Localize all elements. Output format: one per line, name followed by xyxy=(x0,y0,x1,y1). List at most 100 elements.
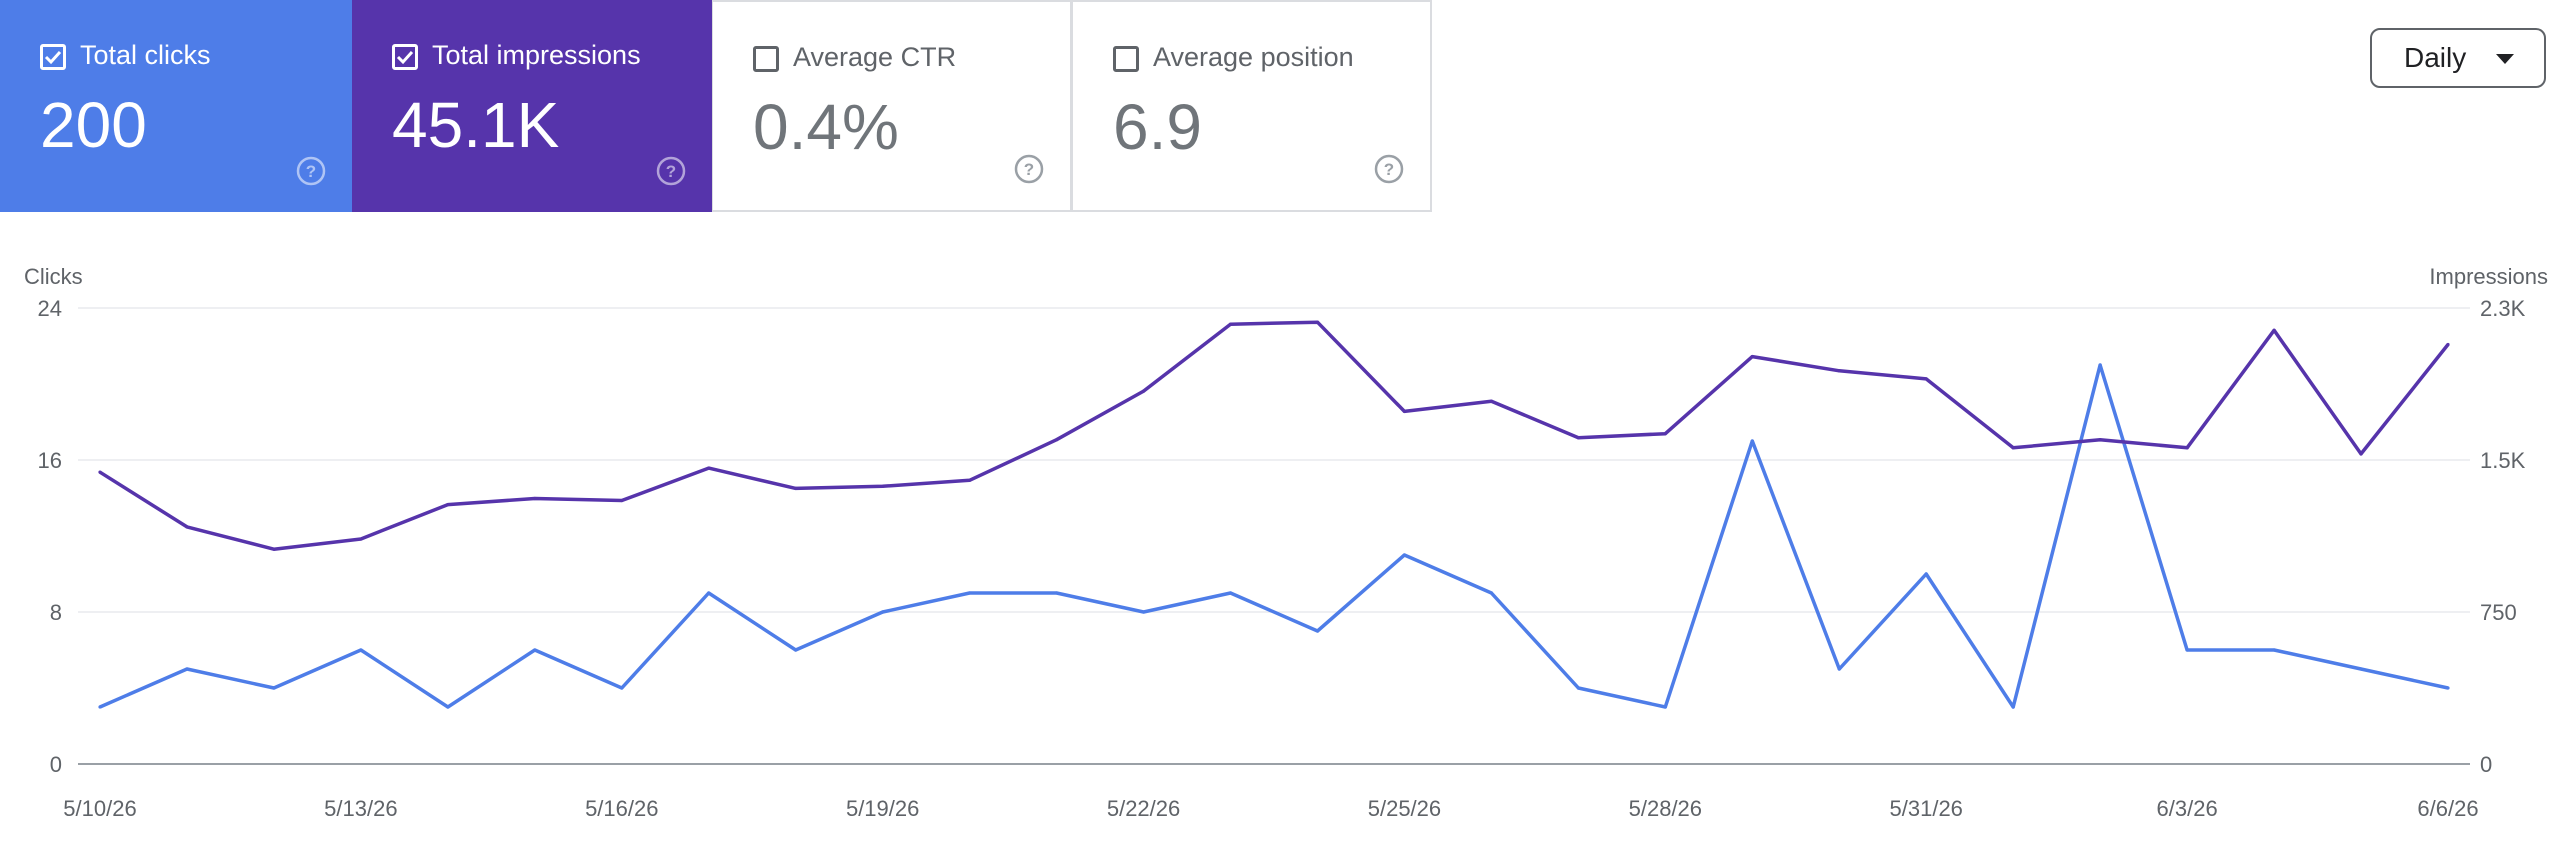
left-tick-label: 16 xyxy=(38,448,62,473)
clicks-data-point xyxy=(1054,591,1059,595)
impressions-data-point xyxy=(620,498,624,503)
clicks-data-point xyxy=(1141,610,1146,614)
clicks-data-point xyxy=(1924,572,1928,576)
x-tick-label: 6/3/26 xyxy=(2157,796,2218,821)
left-tick-label: 0 xyxy=(50,752,62,777)
svg-text:?: ? xyxy=(1384,160,1394,179)
impressions-data-point xyxy=(2272,328,2276,332)
impressions-data-point xyxy=(1924,377,1928,381)
x-tick-label: 5/31/26 xyxy=(1890,796,1963,821)
left-axis-title: Clicks xyxy=(24,264,83,289)
impressions-data-point xyxy=(1141,389,1146,393)
help-icon[interactable]: ? xyxy=(1014,154,1044,184)
svg-text:?: ? xyxy=(1024,160,1034,179)
clicks-data-point xyxy=(2359,667,2363,671)
clicks-data-point xyxy=(533,648,537,652)
clicks-data-point xyxy=(446,705,450,709)
impressions-data-point xyxy=(1576,436,1580,440)
impressions-data-point xyxy=(98,470,102,474)
clicks-data-point xyxy=(1837,667,1841,671)
clicks-data-point xyxy=(1663,705,1667,709)
clicks-data-point xyxy=(1750,439,1754,443)
impressions-series-line xyxy=(99,320,2450,551)
clicks-data-point xyxy=(2098,363,2102,367)
clicks-data-point xyxy=(1489,591,1494,595)
total-clicks-label: Total clicks xyxy=(80,40,211,70)
x-tick-label: 5/28/26 xyxy=(1629,796,1702,821)
x-tick-label: 5/16/26 xyxy=(585,796,658,821)
impressions-data-point xyxy=(2185,446,2189,450)
clicks-data-point xyxy=(620,686,624,690)
help-icon[interactable]: ? xyxy=(296,156,326,186)
impressions-data-point xyxy=(1750,355,1754,359)
impressions-data-point xyxy=(1228,322,1233,326)
clicks-data-point xyxy=(1315,629,1320,633)
left-tick-label: 8 xyxy=(50,600,62,625)
total-clicks-card[interactable]: Total clicks 200 ? xyxy=(0,0,352,212)
x-tick-label: 5/19/26 xyxy=(846,796,919,821)
average-ctr-value: 0.4% xyxy=(753,91,899,163)
impressions-data-point xyxy=(446,502,450,507)
period-dropdown[interactable]: Daily xyxy=(2370,28,2546,88)
impressions-data-point xyxy=(968,478,972,482)
impressions-data-point xyxy=(1489,399,1494,403)
average-ctr-card[interactable]: Average CTR 0.4% ? xyxy=(712,0,1072,212)
right-tick-label: 750 xyxy=(2480,600,2517,625)
help-icon[interactable]: ? xyxy=(656,156,686,186)
average-position-value: 6.9 xyxy=(1113,91,1202,163)
total-impressions-card[interactable]: Total impressions 45.1K ? xyxy=(352,0,712,212)
impressions-data-point xyxy=(2011,446,2015,450)
average-position-card[interactable]: Average position 6.9 ? xyxy=(1072,0,1432,212)
clicks-series-line xyxy=(99,363,2449,709)
clicks-data-point xyxy=(1228,591,1233,595)
position-checkbox-icon[interactable] xyxy=(1113,46,1139,72)
period-dropdown-value: Daily xyxy=(2404,42,2467,73)
help-icon[interactable]: ? xyxy=(1374,154,1404,184)
impressions-data-point xyxy=(881,484,885,488)
clicks-data-point xyxy=(98,705,102,709)
x-tick-label: 5/22/26 xyxy=(1107,796,1180,821)
ctr-checkbox-icon[interactable] xyxy=(753,46,779,72)
x-tick-label: 6/6/26 xyxy=(2417,796,2478,821)
right-tick-label: 2.3K xyxy=(2480,296,2526,321)
svg-text:?: ? xyxy=(306,162,316,181)
impressions-data-point xyxy=(2359,452,2363,456)
impressions-checkbox-icon[interactable] xyxy=(392,44,418,70)
total-impressions-value: 45.1K xyxy=(392,89,560,161)
impressions-data-point xyxy=(272,547,276,551)
caret-down-icon xyxy=(2496,54,2514,64)
clicks-data-point xyxy=(2446,686,2450,690)
right-axis-title: Impressions xyxy=(2429,264,2548,289)
svg-text:?: ? xyxy=(666,162,676,181)
clicks-data-point xyxy=(359,648,363,652)
clicks-data-point xyxy=(2011,705,2015,709)
performance-chart: 0 0 8 750 16 1.5K 24 2.3K Clicks Impressions 5/10/… xyxy=(24,264,2548,821)
average-ctr-label: Average CTR xyxy=(793,42,957,72)
impressions-data-point xyxy=(2446,342,2450,347)
impressions-data-point xyxy=(794,486,798,490)
x-tick-label: 5/13/26 xyxy=(324,796,397,821)
left-tick-label: 24 xyxy=(38,296,62,321)
average-position-label: Average position xyxy=(1153,42,1354,72)
clicks-data-point xyxy=(185,667,189,671)
metric-cards: Total clicks 200 ? Total impressions 45.… xyxy=(0,0,1432,212)
impressions-data-point xyxy=(1663,432,1667,436)
impressions-data-point xyxy=(1315,320,1320,324)
clicks-checkbox-icon[interactable] xyxy=(40,44,66,70)
clicks-data-point xyxy=(2185,648,2189,652)
impressions-data-point xyxy=(533,496,537,501)
clicks-data-point xyxy=(2272,648,2276,652)
impressions-data-point xyxy=(707,466,711,470)
impressions-data-point xyxy=(1054,438,1059,442)
impressions-data-point xyxy=(359,537,363,541)
clicks-data-point xyxy=(1402,553,1407,557)
right-tick-label: 0 xyxy=(2480,752,2492,777)
total-impressions-label: Total impressions xyxy=(432,40,641,70)
impressions-data-point xyxy=(2098,438,2102,442)
impressions-data-point xyxy=(1837,369,1841,373)
impressions-data-point xyxy=(185,525,189,529)
clicks-data-point xyxy=(794,648,798,652)
clicks-data-point xyxy=(707,591,711,595)
clicks-data-point xyxy=(968,591,972,595)
impressions-data-point xyxy=(1402,409,1407,413)
